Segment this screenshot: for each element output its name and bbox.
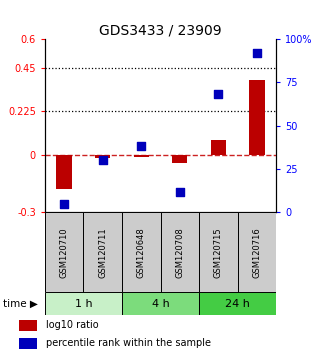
Bar — [19, 320, 37, 331]
Point — [177, 189, 182, 194]
Text: GSM120710: GSM120710 — [60, 227, 69, 278]
Bar — [172, 155, 187, 163]
Text: log10 ratio: log10 ratio — [47, 320, 99, 331]
FancyBboxPatch shape — [199, 292, 276, 315]
Text: GSM120716: GSM120716 — [252, 227, 261, 278]
Text: GSM120715: GSM120715 — [214, 227, 223, 278]
Text: 24 h: 24 h — [225, 298, 250, 309]
Bar — [134, 155, 149, 156]
Bar — [95, 155, 110, 159]
FancyBboxPatch shape — [45, 292, 122, 315]
FancyBboxPatch shape — [122, 292, 199, 315]
Bar — [19, 338, 37, 348]
Point — [139, 144, 144, 149]
FancyBboxPatch shape — [238, 212, 276, 292]
Text: GSM120648: GSM120648 — [137, 227, 146, 278]
Text: 4 h: 4 h — [152, 298, 169, 309]
Text: GSM120711: GSM120711 — [98, 227, 107, 278]
Text: percentile rank within the sample: percentile rank within the sample — [47, 338, 212, 348]
FancyBboxPatch shape — [45, 212, 83, 292]
Point — [62, 201, 67, 207]
FancyBboxPatch shape — [160, 212, 199, 292]
Point — [254, 50, 259, 56]
Point — [100, 158, 105, 163]
FancyBboxPatch shape — [83, 212, 122, 292]
Title: GDS3433 / 23909: GDS3433 / 23909 — [99, 24, 222, 38]
Bar — [249, 80, 265, 155]
Text: GSM120708: GSM120708 — [175, 227, 184, 278]
FancyBboxPatch shape — [122, 212, 160, 292]
FancyBboxPatch shape — [199, 212, 238, 292]
Bar — [56, 155, 72, 189]
Bar — [211, 140, 226, 155]
Text: time ▶: time ▶ — [3, 298, 38, 309]
Point — [216, 92, 221, 97]
Text: 1 h: 1 h — [75, 298, 92, 309]
